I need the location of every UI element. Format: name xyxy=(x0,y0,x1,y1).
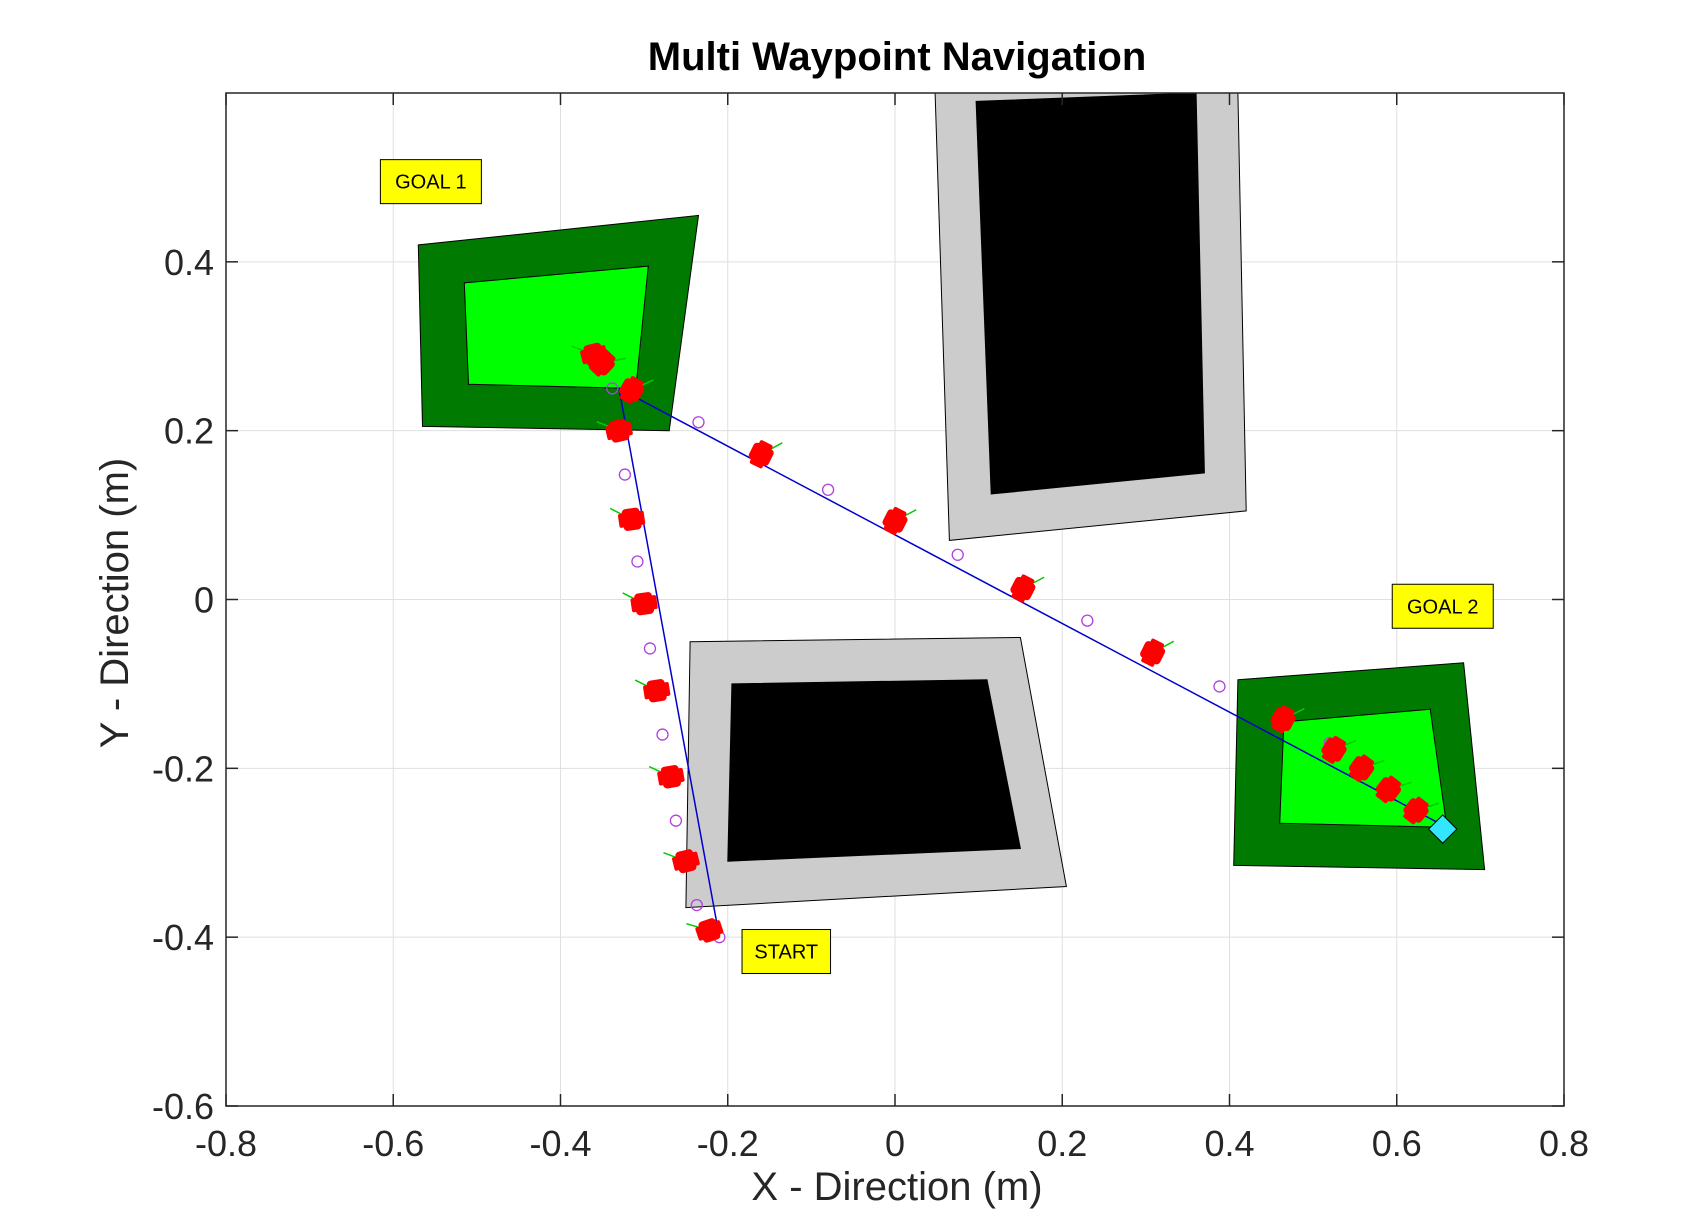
robot-wheels xyxy=(619,376,644,405)
y-tick-label: 0 xyxy=(194,580,214,621)
waypoint-marker xyxy=(1213,680,1226,693)
waypoint-marker xyxy=(631,555,644,568)
waypoint-marker xyxy=(821,483,835,496)
robot-pose xyxy=(1270,705,1305,734)
region-label-box xyxy=(379,159,482,205)
y-tick-label: 0.2 xyxy=(164,411,214,452)
waypoint-marker xyxy=(618,468,632,481)
robot-pose xyxy=(748,440,783,469)
chart-title: Multi Waypoint Navigation xyxy=(648,35,1147,79)
robot-pose xyxy=(1321,735,1357,764)
robot-wheels xyxy=(1141,638,1165,667)
y-tick-label: -0.6 xyxy=(152,1086,214,1127)
robot-pose xyxy=(686,918,724,943)
robot-pose xyxy=(663,849,700,874)
x-tick-label: 0.2 xyxy=(1037,1123,1087,1164)
x-tick-label: 0 xyxy=(885,1123,905,1164)
robot-pose xyxy=(622,592,658,616)
robot-pose xyxy=(596,418,633,443)
robot-pose xyxy=(1348,754,1385,783)
robot-wheels xyxy=(1349,754,1375,783)
robot-wheels xyxy=(672,851,700,871)
y-tick-labels: -0.6 -0.4 -0.2 0 0.2 0.4 xyxy=(152,242,214,1127)
region-labels: GOAL 1 GOAL 2 START xyxy=(379,159,1494,975)
y-tick-label: -0.4 xyxy=(152,917,214,958)
robot-pose xyxy=(609,507,646,531)
y-tick-label: 0.4 xyxy=(164,242,214,283)
y-tick-label: -0.2 xyxy=(152,748,214,789)
region-label-text: GOAL 1 xyxy=(395,172,467,194)
waypoint-marker xyxy=(692,416,705,429)
robot-wheels xyxy=(1011,574,1035,603)
robot-pose xyxy=(634,679,671,703)
x-tick-label: 0.8 xyxy=(1539,1123,1589,1164)
robot-pose xyxy=(1140,638,1175,667)
x-tick-label: 0.6 xyxy=(1372,1123,1422,1164)
x-tick-label: -0.8 xyxy=(195,1123,257,1164)
goal-inner-region xyxy=(463,265,649,390)
obstacle-inner-region xyxy=(727,679,1022,862)
region-label-box xyxy=(741,929,832,975)
x-tick-label: -0.4 xyxy=(529,1123,591,1164)
robot-wheels xyxy=(749,440,773,469)
x-tick-label: -0.6 xyxy=(362,1123,424,1164)
region-label-text: START xyxy=(754,942,818,964)
robot-wheels xyxy=(1321,735,1347,764)
trajectory xyxy=(617,387,1448,938)
robot-wheels xyxy=(1403,796,1429,825)
waypoint-marker xyxy=(669,814,683,827)
robot-pose xyxy=(1375,775,1412,804)
robot-wheels xyxy=(643,682,671,700)
waypoint-marker xyxy=(1081,614,1094,627)
plot-area: GOAL 1 GOAL 2 START xyxy=(225,92,1565,1107)
robot-poses xyxy=(571,342,1458,943)
waypoint-marker xyxy=(656,728,669,741)
robot-wheels xyxy=(630,595,658,613)
tick-marks xyxy=(225,93,1565,1107)
region-label-text: GOAL 2 xyxy=(1407,596,1479,618)
robot-wheels xyxy=(617,510,646,528)
waypoint-marker xyxy=(606,382,619,395)
robot-pose xyxy=(648,765,685,789)
x-tick-labels: -0.8 -0.6 -0.4 -0.2 0 0.2 0.4 0.6 0.8 xyxy=(195,1123,1589,1164)
robot-pose xyxy=(589,349,626,377)
regions xyxy=(417,93,1486,909)
robot-wheels xyxy=(657,768,685,786)
robot-pose xyxy=(882,506,917,536)
robot-pose xyxy=(1403,796,1440,825)
robot-wheels xyxy=(1271,705,1295,734)
robot-pose xyxy=(1010,574,1045,603)
region-label-box xyxy=(1391,583,1494,629)
end-marker xyxy=(1427,814,1458,844)
x-tick-label: -0.2 xyxy=(697,1123,759,1164)
robot-pose xyxy=(619,376,654,405)
trajectory-line xyxy=(617,387,1448,938)
robot-wheels xyxy=(1375,775,1402,804)
robot-wheels xyxy=(589,349,616,377)
waypoint-marker xyxy=(643,642,657,655)
waypoint-marker xyxy=(951,548,964,561)
obstacle-inner-region xyxy=(975,93,1205,495)
x-tick-label: 0.4 xyxy=(1204,1123,1254,1164)
robot-wheels xyxy=(883,506,907,536)
x-axis-label: X - Direction (m) xyxy=(751,1165,1042,1209)
robot-wheels xyxy=(605,421,633,441)
robot-wheels xyxy=(695,920,724,941)
waypoint-marker xyxy=(690,898,703,912)
y-axis-label: Y - Direction (m) xyxy=(93,458,137,748)
